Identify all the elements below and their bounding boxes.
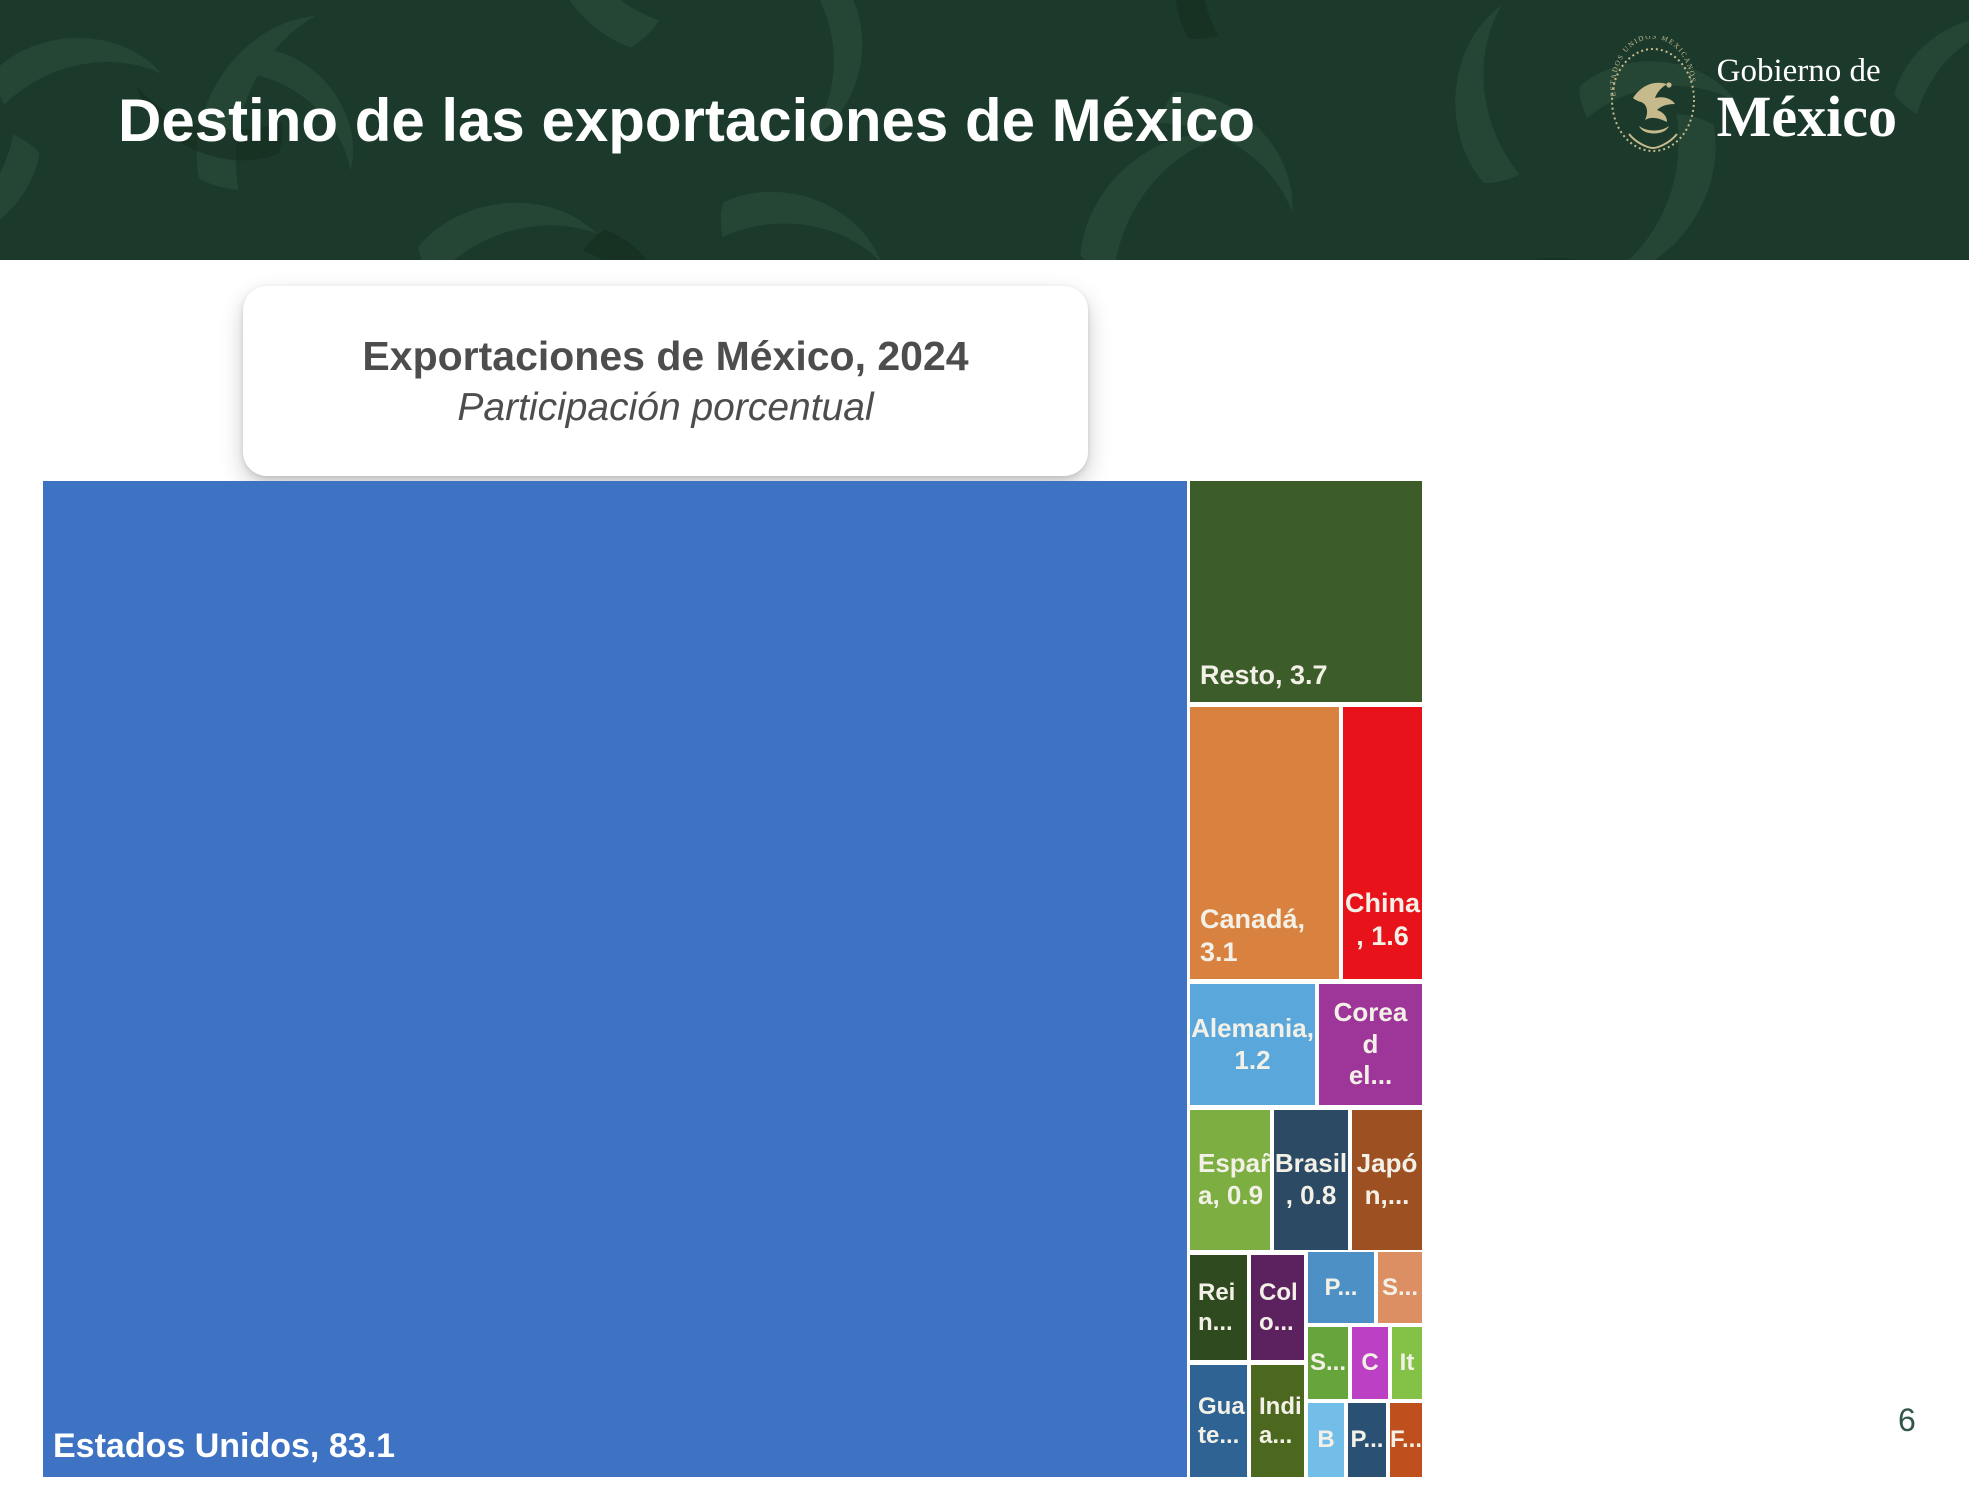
- treemap-cell-canada: Canadá, 3.1: [1190, 707, 1339, 979]
- cell-label: F...: [1390, 1426, 1422, 1454]
- logo-wordmark: Gobierno de México: [1716, 53, 1897, 149]
- cell-label: Resto, 3.7: [1200, 660, 1328, 691]
- treemap-cell-brasil: Brasil , 0.8: [1274, 1110, 1348, 1250]
- gobierno-de-mexico-logo: ESTADOS UNIDOS MEXICANOS Gobierno de Méx…: [1603, 36, 1897, 162]
- page-number: 6: [1898, 1402, 1916, 1438]
- treemap-cell-china: China , 1.6: [1343, 707, 1422, 979]
- cell-label: Brasil , 0.8: [1274, 1148, 1348, 1210]
- cell-label: Estados Unidos, 83.1: [53, 1426, 395, 1465]
- cell-label: C: [1361, 1349, 1379, 1377]
- cell-label: Col o...: [1259, 1279, 1298, 1336]
- cell-label: Españ a, 0.9: [1198, 1148, 1270, 1210]
- treemap-cell-reino-unido: Rei n...: [1190, 1255, 1247, 1360]
- cell-label: Alemania, 1.2: [1191, 1012, 1314, 1075]
- treemap-cell-espana: Españ a, 0.9: [1190, 1110, 1270, 1250]
- cell-label: China , 1.6: [1345, 888, 1421, 952]
- treemap-cell-colombia: Col o...: [1251, 1255, 1304, 1360]
- cell-label: Corea d el...: [1333, 996, 1408, 1091]
- treemap-cell-f: F...: [1390, 1403, 1422, 1477]
- cell-label: Canadá, 3.1: [1200, 904, 1306, 968]
- chart-title-card: Exportaciones de México, 2024 Participac…: [243, 286, 1088, 476]
- treemap-cell-c: C: [1352, 1327, 1388, 1399]
- treemap-cell-s2: S...: [1308, 1327, 1348, 1399]
- logo-line-2: México: [1716, 84, 1897, 149]
- treemap-cell-p1: P...: [1308, 1252, 1374, 1323]
- treemap-chart: Estados Unidos, 83.1 Resto, 3.7 Canadá, …: [43, 481, 1422, 1477]
- logo-line-1: Gobierno de: [1716, 53, 1881, 89]
- treemap-cell-p2: P...: [1348, 1403, 1386, 1477]
- cell-label: Indi a...: [1259, 1392, 1302, 1449]
- treemap-cell-guatemala: Gua te...: [1190, 1365, 1247, 1477]
- cell-label: P...: [1350, 1426, 1384, 1454]
- chart-title: Exportaciones de México, 2024: [362, 333, 969, 379]
- treemap-cell-resto: Resto, 3.7: [1190, 481, 1422, 702]
- treemap-cell-japon: Japó n,...: [1352, 1110, 1422, 1250]
- cell-label: Japó n,...: [1356, 1148, 1418, 1210]
- cell-label: P...: [1324, 1273, 1358, 1301]
- treemap-cell-india: Indi a...: [1251, 1365, 1304, 1477]
- treemap-cell-estados-unidos: Estados Unidos, 83.1: [43, 481, 1187, 1477]
- treemap-cell-b: B: [1308, 1403, 1344, 1477]
- header-banner: Destino de las exportaciones de México E…: [0, 0, 1969, 260]
- mexico-coat-of-arms-seal: ESTADOS UNIDOS MEXICANOS: [1609, 36, 1695, 152]
- chart-subtitle: Participación porcentual: [457, 386, 874, 429]
- treemap-cell-alemania: Alemania, 1.2: [1190, 984, 1315, 1105]
- treemap-cell-corea: Corea d el...: [1319, 984, 1422, 1105]
- cell-label: S...: [1310, 1349, 1347, 1377]
- cell-label: S...: [1382, 1273, 1419, 1301]
- treemap-cell-s1: S...: [1378, 1252, 1422, 1323]
- cell-label: It: [1399, 1349, 1415, 1377]
- page-title: Destino de las exportaciones de México: [118, 87, 1256, 154]
- cell-label: B: [1317, 1426, 1335, 1454]
- cell-label: Rei n...: [1198, 1279, 1236, 1336]
- treemap-cell-italia: It: [1392, 1327, 1422, 1399]
- cell-label: Gua te...: [1198, 1392, 1245, 1449]
